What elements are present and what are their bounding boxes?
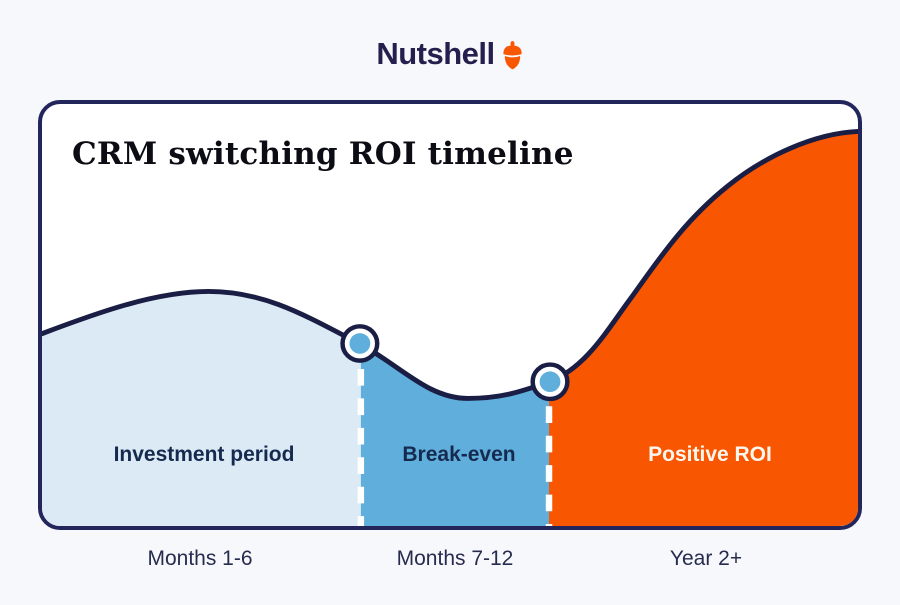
segment-label-investment-period: Investment period bbox=[113, 443, 295, 466]
logo-wordmark: Nutshell bbox=[376, 36, 495, 71]
area-positive-roi bbox=[549, 131, 858, 526]
roi-curve bbox=[42, 129, 858, 401]
marker-break-even-start bbox=[340, 324, 380, 363]
x-axis-label-months-7-12: Months 7-12 bbox=[396, 547, 514, 570]
acorn-icon bbox=[503, 40, 522, 69]
marker-positive-roi-start bbox=[530, 362, 570, 402]
x-axis-label-months-1-6: Months 1-6 bbox=[147, 547, 253, 570]
segment-label-positive-roi: Positive ROI bbox=[648, 443, 772, 466]
chart-card: CRM switching ROI timeline Investment pe… bbox=[38, 100, 862, 530]
logo: Nutshell bbox=[0, 36, 900, 72]
area-break-even bbox=[360, 344, 550, 526]
roi-timeline-chart bbox=[42, 129, 858, 526]
segment-label-break-even: Break-even bbox=[402, 443, 516, 466]
x-axis-label-year-2plus: Year 2+ bbox=[669, 547, 743, 570]
chart-title: CRM switching ROI timeline bbox=[72, 136, 574, 172]
area-investment-period bbox=[42, 291, 361, 526]
